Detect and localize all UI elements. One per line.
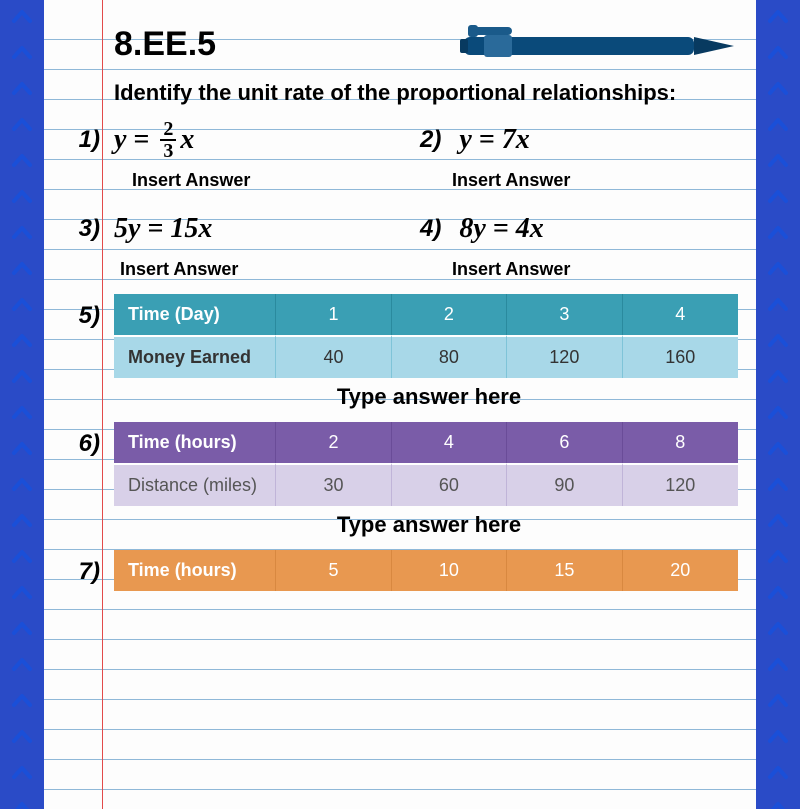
chevron-up-icon (11, 619, 33, 641)
question-number: 7) (56, 550, 114, 586)
question-2: 2) y = 7x Insert Answer (400, 116, 744, 205)
question-5: 5) Time (Day) 1 2 3 4 Money Earned 40 80… (56, 294, 744, 378)
chevron-up-icon (11, 583, 33, 605)
question-1: 1) y = 2 3 x Insert Answer (56, 116, 400, 205)
question-number: 1) (56, 126, 114, 154)
chevron-up-icon (767, 619, 789, 641)
answer-input-3[interactable]: Insert Answer (120, 259, 400, 280)
chevron-up-icon (767, 79, 789, 101)
equation-row-1: 1) y = 2 3 x Insert Answer (56, 116, 744, 205)
chevron-up-icon (11, 439, 33, 461)
chevron-up-icon (11, 7, 33, 29)
chevron-up-icon (767, 259, 789, 281)
chevron-up-icon (11, 547, 33, 569)
question-7: 7) Time (hours) 5 10 15 20 (56, 550, 744, 591)
chevron-up-icon (11, 43, 33, 65)
chevron-up-icon (767, 799, 789, 809)
chevron-border-right (764, 0, 792, 809)
chevron-up-icon (767, 691, 789, 713)
worksheet-content: 8.EE.5 Identify the unit rate of the (44, 0, 756, 809)
instruction-text: Identify the unit rate of the proportion… (56, 80, 744, 106)
question-6: 6) Time (hours) 2 4 6 8 Distance (miles)… (56, 422, 744, 506)
chevron-up-icon (767, 151, 789, 173)
chevron-up-icon (11, 763, 33, 785)
answer-input-6[interactable]: Type answer here (114, 512, 744, 538)
chevron-up-icon (767, 331, 789, 353)
chevron-up-icon (11, 223, 33, 245)
question-4: 4) 8y = 4x Insert Answer (400, 205, 744, 294)
chevron-up-icon (767, 367, 789, 389)
chevron-up-icon (767, 583, 789, 605)
equation-2: y = 7x (459, 124, 529, 156)
chevron-up-icon (11, 259, 33, 281)
question-number: 3) (56, 215, 114, 243)
chevron-up-icon (11, 367, 33, 389)
table-row: Money Earned 40 80 120 160 (114, 335, 738, 378)
notebook-paper: 8.EE.5 Identify the unit rate of the (44, 0, 756, 809)
answer-input-2[interactable]: Insert Answer (452, 170, 744, 191)
chevron-up-icon (11, 187, 33, 209)
answer-input-1[interactable]: Insert Answer (132, 170, 400, 191)
chevron-up-icon (767, 295, 789, 317)
equation-3: 5y = 15x (114, 213, 212, 245)
chevron-up-icon (767, 7, 789, 29)
chevron-up-icon (11, 475, 33, 497)
chevron-up-icon (767, 187, 789, 209)
answer-input-5[interactable]: Type answer here (114, 384, 744, 410)
chevron-up-icon (767, 763, 789, 785)
table-5: Time (Day) 1 2 3 4 Money Earned 40 80 12… (114, 294, 738, 378)
table-7: Time (hours) 5 10 15 20 (114, 550, 738, 591)
table-row: Time (hours) 2 4 6 8 (114, 422, 738, 463)
chevron-up-icon (767, 727, 789, 749)
table-row: Time (hours) 5 10 15 20 (114, 550, 738, 591)
chevron-up-icon (11, 799, 33, 809)
chevron-up-icon (767, 439, 789, 461)
chevron-up-icon (11, 115, 33, 137)
chevron-up-icon (11, 403, 33, 425)
question-number: 5) (56, 294, 114, 330)
question-number: 6) (56, 422, 114, 458)
equation-4: 8y = 4x (459, 213, 543, 245)
pen-icon (424, 19, 744, 69)
chevron-up-icon (11, 691, 33, 713)
chevron-up-icon (11, 511, 33, 533)
chevron-border-left (8, 0, 36, 809)
chevron-up-icon (767, 223, 789, 245)
chevron-up-icon (11, 331, 33, 353)
chevron-up-icon (11, 655, 33, 677)
answer-input-4[interactable]: Insert Answer (452, 259, 744, 280)
chevron-up-icon (767, 655, 789, 677)
chevron-up-icon (11, 151, 33, 173)
chevron-up-icon (11, 79, 33, 101)
equation-row-2: 3) 5y = 15x Insert Answer 4) 8y = 4x Ins… (56, 205, 744, 294)
table-row: Distance (miles) 30 60 90 120 (114, 463, 738, 506)
chevron-up-icon (767, 43, 789, 65)
question-3: 3) 5y = 15x Insert Answer (56, 205, 400, 294)
table-row: Time (Day) 1 2 3 4 (114, 294, 738, 335)
chevron-up-icon (767, 511, 789, 533)
chevron-up-icon (767, 475, 789, 497)
equation-1: y = 2 3 x (114, 119, 194, 161)
chevron-up-icon (767, 115, 789, 137)
header-row: 8.EE.5 (114, 14, 744, 74)
question-number: 4) (420, 215, 459, 243)
standard-code: 8.EE.5 (114, 25, 216, 64)
table-6: Time (hours) 2 4 6 8 Distance (miles) 30… (114, 422, 738, 506)
chevron-up-icon (767, 547, 789, 569)
chevron-up-icon (767, 403, 789, 425)
chevron-up-icon (11, 727, 33, 749)
question-number: 2) (420, 126, 459, 154)
chevron-up-icon (11, 295, 33, 317)
